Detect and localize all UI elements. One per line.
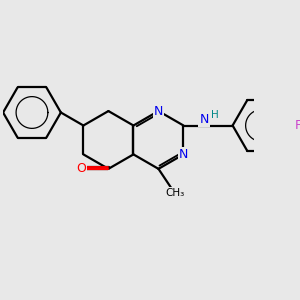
Text: N: N [200, 113, 209, 126]
Text: CH₃: CH₃ [166, 188, 185, 198]
Text: N: N [179, 148, 188, 161]
Text: N: N [154, 105, 163, 118]
Text: F: F [294, 119, 300, 132]
Text: H: H [211, 110, 219, 120]
Text: O: O [76, 162, 86, 175]
